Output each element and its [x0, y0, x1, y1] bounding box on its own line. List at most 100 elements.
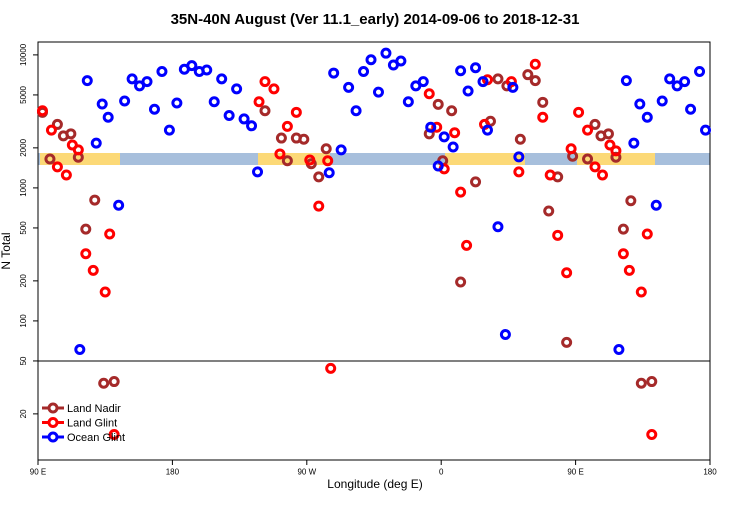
chart-title: 35N-40N August (Ver 11.1_early) 2014-09-… — [171, 11, 580, 28]
plot-frame — [37, 41, 711, 461]
point — [119, 95, 131, 107]
legend-label: Ocean Glint — [67, 432, 125, 444]
point — [544, 169, 556, 181]
point — [274, 148, 286, 160]
point — [208, 96, 220, 108]
point — [281, 155, 293, 167]
y-tick-label: 5000 — [19, 85, 28, 103]
point — [646, 376, 658, 388]
point — [186, 60, 198, 72]
x-tick-label: 180 — [703, 468, 717, 477]
point — [477, 76, 489, 88]
point — [455, 276, 467, 288]
point — [223, 110, 235, 122]
point — [156, 66, 168, 78]
point — [685, 103, 697, 115]
x-tick-label: 90 E — [567, 468, 583, 477]
point — [610, 145, 622, 157]
point — [432, 160, 444, 172]
point — [537, 96, 549, 108]
x-axis-label: Longitude (deg E) — [327, 477, 422, 491]
point — [216, 73, 228, 85]
point — [635, 377, 647, 389]
point — [446, 105, 458, 117]
point — [365, 54, 377, 66]
point — [201, 64, 213, 76]
legend-marker — [47, 417, 59, 428]
point — [432, 98, 444, 110]
point — [80, 223, 92, 235]
point — [423, 88, 435, 100]
point — [620, 75, 632, 87]
point — [171, 97, 183, 109]
point — [610, 151, 622, 163]
legend-label: Land Glint — [67, 418, 117, 430]
point — [102, 111, 114, 123]
point — [238, 113, 250, 125]
point — [259, 76, 271, 88]
point — [449, 127, 461, 139]
band-ocean — [38, 153, 710, 165]
point — [246, 120, 258, 132]
point — [328, 67, 340, 79]
point — [395, 55, 407, 67]
point — [543, 205, 555, 217]
point — [141, 76, 153, 88]
point — [529, 75, 541, 87]
y-tick-label: 50 — [19, 356, 28, 365]
point — [304, 154, 316, 166]
point — [455, 65, 467, 77]
point — [514, 133, 526, 145]
point — [431, 121, 443, 133]
point — [634, 98, 646, 110]
point — [641, 228, 653, 240]
band — [38, 153, 710, 165]
point — [335, 144, 347, 156]
point — [320, 143, 332, 155]
point — [561, 267, 573, 279]
point — [323, 167, 335, 179]
legend-label: Land Nadir — [67, 403, 121, 415]
point — [455, 186, 467, 198]
point — [281, 120, 293, 132]
point — [99, 286, 111, 298]
point — [513, 166, 525, 178]
point — [343, 81, 355, 93]
point — [74, 343, 86, 355]
y-axis-label: N Total — [0, 232, 13, 269]
point — [72, 144, 84, 156]
point — [36, 105, 48, 117]
point — [694, 66, 706, 78]
y-tick-label: 200 — [19, 274, 28, 288]
point — [108, 376, 120, 388]
point — [565, 143, 577, 155]
point — [358, 66, 370, 78]
band-land — [445, 153, 525, 165]
point — [51, 161, 63, 173]
point — [113, 199, 125, 211]
point — [126, 73, 138, 85]
point — [589, 161, 601, 173]
point — [313, 200, 325, 212]
point — [664, 73, 676, 85]
point — [505, 76, 517, 88]
point — [623, 264, 635, 276]
y-tick-label: 2000 — [19, 138, 28, 156]
y-tick-label: 500 — [19, 221, 28, 235]
point — [628, 137, 640, 149]
point — [635, 286, 647, 298]
point — [537, 111, 549, 123]
point — [461, 239, 473, 251]
point — [45, 124, 57, 136]
point — [561, 336, 573, 348]
point — [462, 85, 474, 97]
point — [602, 128, 614, 140]
point — [163, 124, 175, 136]
point — [372, 86, 384, 98]
point — [89, 194, 101, 206]
point — [325, 362, 337, 374]
legend-marker — [47, 402, 59, 414]
point — [625, 195, 637, 207]
point — [65, 128, 77, 140]
y-tick-label: 10000 — [19, 43, 28, 66]
